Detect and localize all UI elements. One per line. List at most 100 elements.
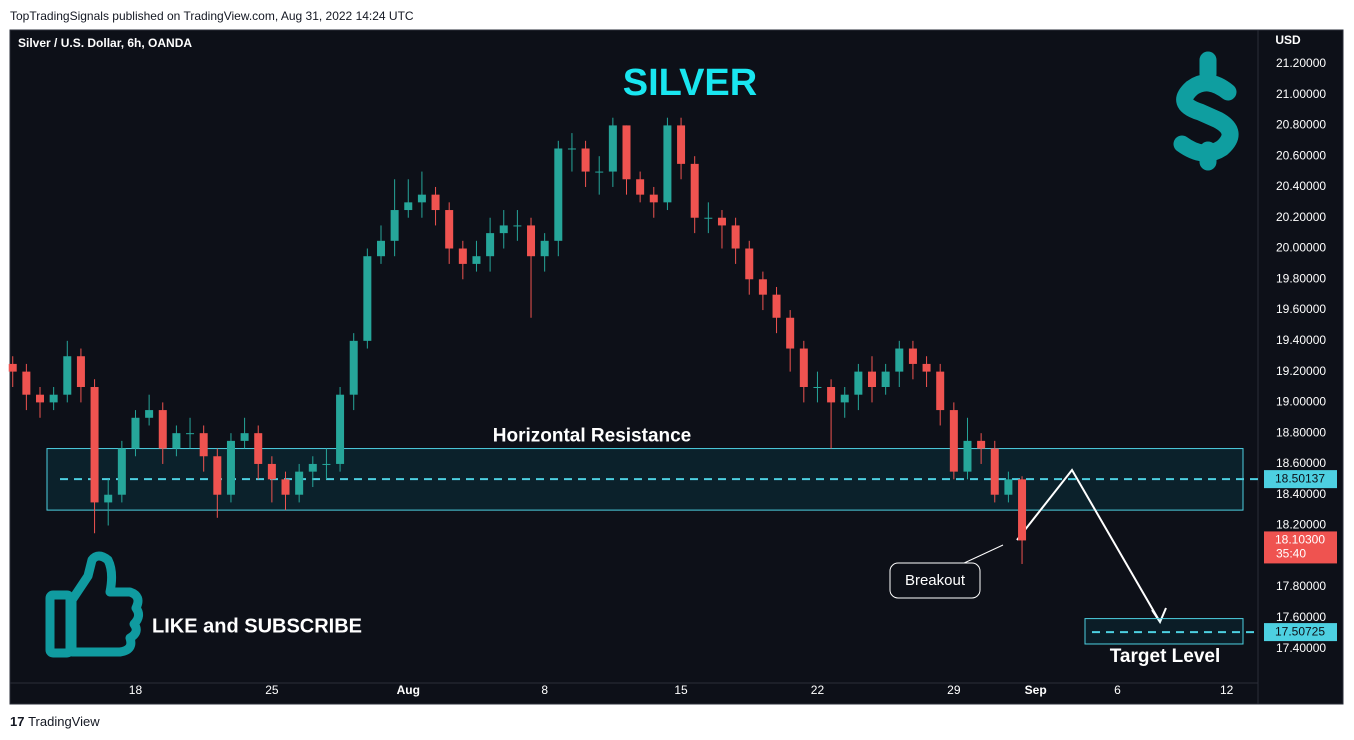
candle-body xyxy=(486,233,495,257)
candle-body xyxy=(527,225,536,257)
y-tick-label: 20.40000 xyxy=(1276,179,1326,193)
x-tick-label: 6 xyxy=(1114,683,1121,697)
candle-body xyxy=(745,248,754,280)
candle-body xyxy=(772,294,781,318)
candle-body xyxy=(104,494,113,503)
price-tag-text: 18.50137 xyxy=(1275,471,1325,485)
candle-body xyxy=(786,317,795,349)
candle-body xyxy=(76,356,85,388)
candle-body xyxy=(677,125,686,164)
candle-body xyxy=(213,456,222,495)
y-tick-label: 19.00000 xyxy=(1276,395,1326,409)
candle-body xyxy=(868,371,877,388)
candle-body xyxy=(445,210,454,249)
y-tick-label: 17.40000 xyxy=(1276,641,1326,655)
candle-body xyxy=(949,410,958,472)
candle-body xyxy=(431,194,440,211)
price-tag-text: 17.50725 xyxy=(1275,624,1325,638)
y-tick-label: 20.00000 xyxy=(1276,241,1326,255)
candle-body xyxy=(567,148,576,150)
last-price-tag xyxy=(1264,531,1337,564)
candle-body xyxy=(8,363,17,372)
candle-body xyxy=(977,440,986,449)
x-tick-label: 22 xyxy=(811,683,825,697)
candle-body xyxy=(376,240,385,257)
candle-body xyxy=(49,394,58,403)
candle-body xyxy=(908,348,917,364)
y-tick-label: 17.80000 xyxy=(1276,579,1326,593)
y-tick-label: 19.20000 xyxy=(1276,364,1326,378)
candle-body xyxy=(322,463,331,465)
candle-body xyxy=(717,217,726,226)
call-to-action: LIKE and SUBSCRIBE xyxy=(152,615,362,637)
x-tick-label: Aug xyxy=(397,683,420,697)
x-tick-label: 8 xyxy=(541,683,548,697)
x-tick-label: Sep xyxy=(1025,683,1047,697)
y-tick-label: 19.60000 xyxy=(1276,302,1326,316)
candle-body xyxy=(131,417,140,449)
x-tick-label: 15 xyxy=(674,683,688,697)
candle-body xyxy=(540,240,549,257)
candle-body xyxy=(881,371,890,388)
y-tick-label: 21.20000 xyxy=(1276,56,1326,70)
symbol-title: Silver / U.S. Dollar, 6h, OANDA xyxy=(18,36,192,50)
resistance-label: Horizontal Resistance xyxy=(493,426,692,447)
projection-arrow xyxy=(1016,468,1167,625)
last-price-text: 18.10300 xyxy=(1275,533,1325,547)
footer-logo: 17 TradingView xyxy=(10,714,100,729)
heading: SILVER xyxy=(623,62,757,104)
candle-body xyxy=(349,340,358,395)
candle-body xyxy=(799,348,808,388)
x-tick-label: 12 xyxy=(1220,683,1234,697)
candle-body xyxy=(63,356,72,395)
candle-body xyxy=(172,433,181,449)
candle-body xyxy=(22,371,31,395)
axis-unit: USD xyxy=(1275,33,1301,47)
thumbs-up-icon xyxy=(45,551,144,658)
candle-body xyxy=(117,448,126,495)
candle-body xyxy=(636,179,645,195)
callout-text: Breakout xyxy=(905,572,966,589)
y-tick-label: 18.60000 xyxy=(1276,456,1326,470)
x-tick-label: 25 xyxy=(265,683,279,697)
candle-body xyxy=(963,440,972,472)
candle-body xyxy=(281,479,290,495)
candle-body xyxy=(854,371,863,395)
candle-body xyxy=(581,148,590,172)
candle-body xyxy=(390,210,399,241)
candle-body xyxy=(813,387,822,389)
y-tick-label: 18.20000 xyxy=(1276,518,1326,532)
candle-body xyxy=(472,256,481,264)
candle-body xyxy=(90,387,99,503)
candle-body xyxy=(758,279,767,295)
y-tick-label: 18.80000 xyxy=(1276,425,1326,439)
candle-body xyxy=(499,225,508,234)
y-tick-label: 20.80000 xyxy=(1276,118,1326,132)
y-tick-label: 21.00000 xyxy=(1276,87,1326,101)
candle-body xyxy=(267,463,276,480)
candle-body xyxy=(554,148,563,241)
y-tick-label: 17.60000 xyxy=(1276,610,1326,624)
candle-body xyxy=(922,363,931,372)
candle-body xyxy=(608,125,617,172)
footer-text: TradingView xyxy=(28,714,100,729)
y-tick-label: 20.60000 xyxy=(1276,148,1326,162)
candle-body xyxy=(240,433,249,441)
candle-body xyxy=(1004,479,1013,495)
y-tick-label: 20.20000 xyxy=(1276,210,1326,224)
y-tick-label: 18.40000 xyxy=(1276,487,1326,501)
candle-body xyxy=(936,371,945,411)
candle-body xyxy=(827,387,836,403)
target-label: Target Level xyxy=(1110,646,1221,667)
candle-body xyxy=(254,433,263,464)
candle-body xyxy=(336,394,345,464)
candle-body xyxy=(308,463,317,472)
candle-body xyxy=(990,448,999,495)
candle-body xyxy=(895,348,904,372)
candle-body xyxy=(363,256,372,341)
candle-body xyxy=(690,163,699,218)
y-tick-label: 19.80000 xyxy=(1276,271,1326,285)
x-tick-label: 18 xyxy=(129,683,143,697)
candle-body xyxy=(417,194,426,203)
candle-body xyxy=(458,248,467,264)
